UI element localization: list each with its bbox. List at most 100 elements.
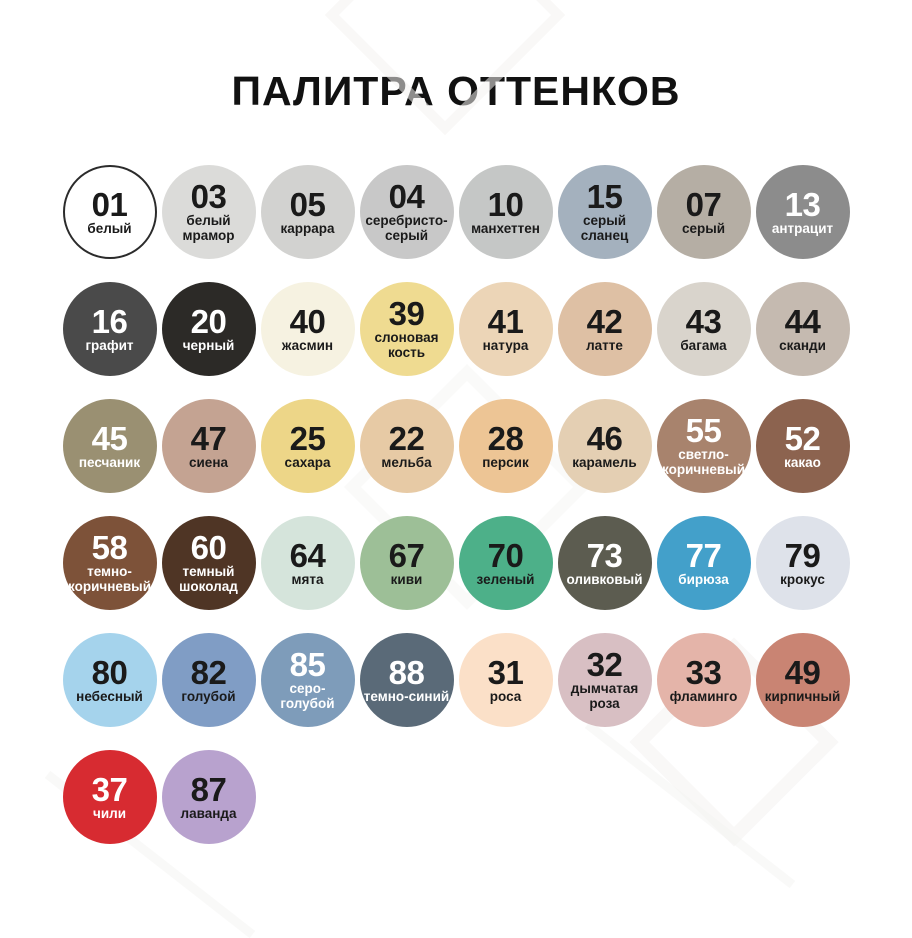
swatch-name: голубой [181, 688, 236, 704]
color-swatch: 58 темно-коричневый [62, 516, 157, 610]
swatch-code: 73 [586, 536, 623, 574]
swatch-name: натура [482, 337, 529, 353]
color-swatch: 67 киви [359, 516, 454, 610]
swatch-code: 88 [388, 653, 425, 691]
swatch-name: бирюза [678, 571, 729, 587]
swatch-name: каррара [280, 220, 335, 236]
color-swatch: 04 серебристо-серый [359, 165, 454, 259]
color-swatch: 15 серый сланец [557, 165, 652, 259]
swatch-name: сиена [189, 454, 228, 470]
swatch-code: 47 [190, 419, 227, 457]
swatch-code: 60 [190, 529, 227, 567]
swatch-code: 01 [91, 185, 128, 223]
swatch-name: темно-синий [363, 688, 450, 704]
swatch-name: оливковый [566, 571, 643, 587]
swatch-code: 64 [289, 536, 326, 574]
color-swatch: 41 натура [458, 282, 553, 376]
swatch-code: 39 [388, 295, 425, 333]
swatch-name: сахара [284, 454, 331, 470]
swatch-name: фламинго [669, 688, 738, 704]
color-swatch: 80 небесный [62, 633, 157, 727]
page-title: ПАЛИТРА ОТТЕНКОВ [231, 68, 681, 114]
color-swatch: 05 каррара [260, 165, 355, 259]
swatch-code: 80 [91, 653, 128, 691]
swatch-name: темно-коричневый [68, 564, 151, 594]
swatch-name: белый мрамор [182, 213, 235, 243]
swatch-grid: 01 белый 03 белый мрамор 05 каррара 04 с… [62, 165, 850, 844]
swatch-name: дымчатая роза [570, 681, 639, 711]
color-swatch: 13 антрацит [755, 165, 850, 259]
swatch-code: 16 [91, 302, 128, 340]
swatch-name: крокус [780, 571, 825, 587]
swatch-code: 13 [784, 185, 821, 223]
swatch-name: жасмин [281, 337, 334, 353]
swatch-code: 67 [388, 536, 425, 574]
color-swatch: 20 черный [161, 282, 256, 376]
swatch-code: 85 [289, 646, 326, 684]
swatch-name: мята [291, 571, 324, 587]
color-swatch: 79 крокус [755, 516, 850, 610]
swatch-name: серо-голубой [280, 681, 335, 711]
swatch-name: светло-коричневый [662, 447, 745, 477]
swatch-name: роса [489, 688, 522, 704]
swatch-code: 82 [190, 653, 227, 691]
swatch-name: серый сланец [580, 213, 629, 243]
color-swatch: 28 персик [458, 399, 553, 493]
swatch-code: 55 [685, 412, 722, 450]
swatch-name: латте [586, 337, 623, 353]
color-swatch: 60 темный шоколад [161, 516, 256, 610]
swatch-code: 25 [289, 419, 326, 457]
color-swatch: 22 мельба [359, 399, 454, 493]
color-swatch: 88 темно-синий [359, 633, 454, 727]
color-swatch: 31 роса [458, 633, 553, 727]
swatch-code: 37 [91, 770, 128, 808]
swatch-code: 28 [487, 419, 524, 457]
swatch-code: 32 [586, 646, 623, 684]
color-swatch: 87 лаванда [161, 750, 256, 844]
swatch-code: 43 [685, 302, 722, 340]
swatch-code: 49 [784, 653, 821, 691]
swatch-name: киви [390, 571, 423, 587]
swatch-name: багама [680, 337, 727, 353]
swatch-code: 05 [289, 185, 326, 223]
swatch-code: 58 [91, 529, 128, 567]
color-swatch: 44 сканди [755, 282, 850, 376]
color-swatch: 85 серо-голубой [260, 633, 355, 727]
palette-poster: ПАЛИТРА ОТТЕНКОВ 01 белый 03 белый мрамо… [44, 0, 850, 938]
color-swatch: 47 сиена [161, 399, 256, 493]
swatch-code: 44 [784, 302, 821, 340]
swatch-name: мельба [381, 454, 432, 470]
swatch-name: темный шоколад [179, 564, 238, 594]
color-swatch: 03 белый мрамор [161, 165, 256, 259]
swatch-name: сканди [779, 337, 826, 353]
color-swatch: 46 карамель [557, 399, 652, 493]
swatch-code: 03 [190, 178, 227, 216]
swatch-name: чили [92, 805, 126, 821]
color-swatch: 16 графит [62, 282, 157, 376]
swatch-code: 10 [487, 185, 524, 223]
swatch-code: 20 [190, 302, 227, 340]
color-swatch: 82 голубой [161, 633, 256, 727]
swatch-name: небесный [76, 688, 143, 704]
color-swatch: 42 латте [557, 282, 652, 376]
color-swatch: 49 кирпичный [755, 633, 850, 727]
swatch-code: 79 [784, 536, 821, 574]
swatch-name: черный [182, 337, 235, 353]
swatch-name: песчаник [78, 454, 141, 470]
swatch-code: 22 [388, 419, 425, 457]
color-swatch: 39 слоновая кость [359, 282, 454, 376]
swatch-code: 07 [685, 185, 722, 223]
swatch-name: антрацит [771, 220, 834, 236]
color-swatch: 10 манхеттен [458, 165, 553, 259]
swatch-code: 40 [289, 302, 326, 340]
swatch-code: 42 [586, 302, 623, 340]
swatch-code: 31 [487, 653, 524, 691]
swatch-name: кирпичный [764, 688, 841, 704]
swatch-name: слоновая кость [374, 330, 439, 360]
color-swatch: 77 бирюза [656, 516, 751, 610]
color-swatch: 45 песчаник [62, 399, 157, 493]
swatch-code: 87 [190, 770, 227, 808]
color-swatch: 64 мята [260, 516, 355, 610]
swatch-code: 41 [487, 302, 524, 340]
color-swatch: 32 дымчатая роза [557, 633, 652, 727]
